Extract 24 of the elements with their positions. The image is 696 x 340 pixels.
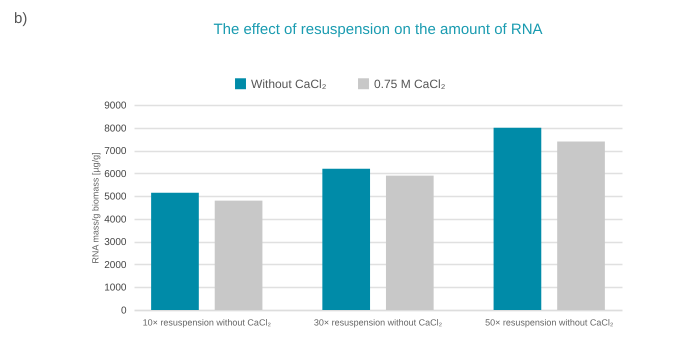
x-tick-label: 30× resuspension without CaCl₂ [314, 318, 443, 328]
bar [322, 168, 370, 310]
y-tick-label: 5000 [104, 192, 127, 203]
chart-title: The effect of resuspension on the amount of RNA [213, 21, 543, 38]
y-tick-label: 9000 [104, 100, 127, 112]
bar [214, 200, 262, 310]
y-tick-label: 4000 [104, 214, 127, 226]
y-tick-label: 1000 [104, 282, 127, 294]
legend-label: 0.75 M CaCl₂ [374, 76, 446, 91]
y-tick-label: 7000 [104, 146, 127, 158]
y-tick-label: 2000 [104, 260, 127, 271]
y-tick-label: 0 [120, 306, 127, 316]
y-tick-label: 8000 [104, 123, 127, 134]
y-tick-label: 3000 [104, 237, 127, 248]
x-tick-label: 50× resuspension without CaCl₂ [485, 318, 614, 328]
bar [151, 192, 199, 310]
bar [494, 128, 542, 310]
bar [557, 141, 605, 310]
text: b) [14, 10, 28, 27]
legend-label: Without CaCl₂ [251, 76, 327, 91]
x-tick-label: 10× resuspension without CaCl₂ [142, 318, 272, 328]
y-axis-title: RNA mass/g biomass [µg/g] [90, 152, 100, 264]
y-tick-label: 6000 [104, 168, 127, 180]
bar [386, 176, 434, 310]
